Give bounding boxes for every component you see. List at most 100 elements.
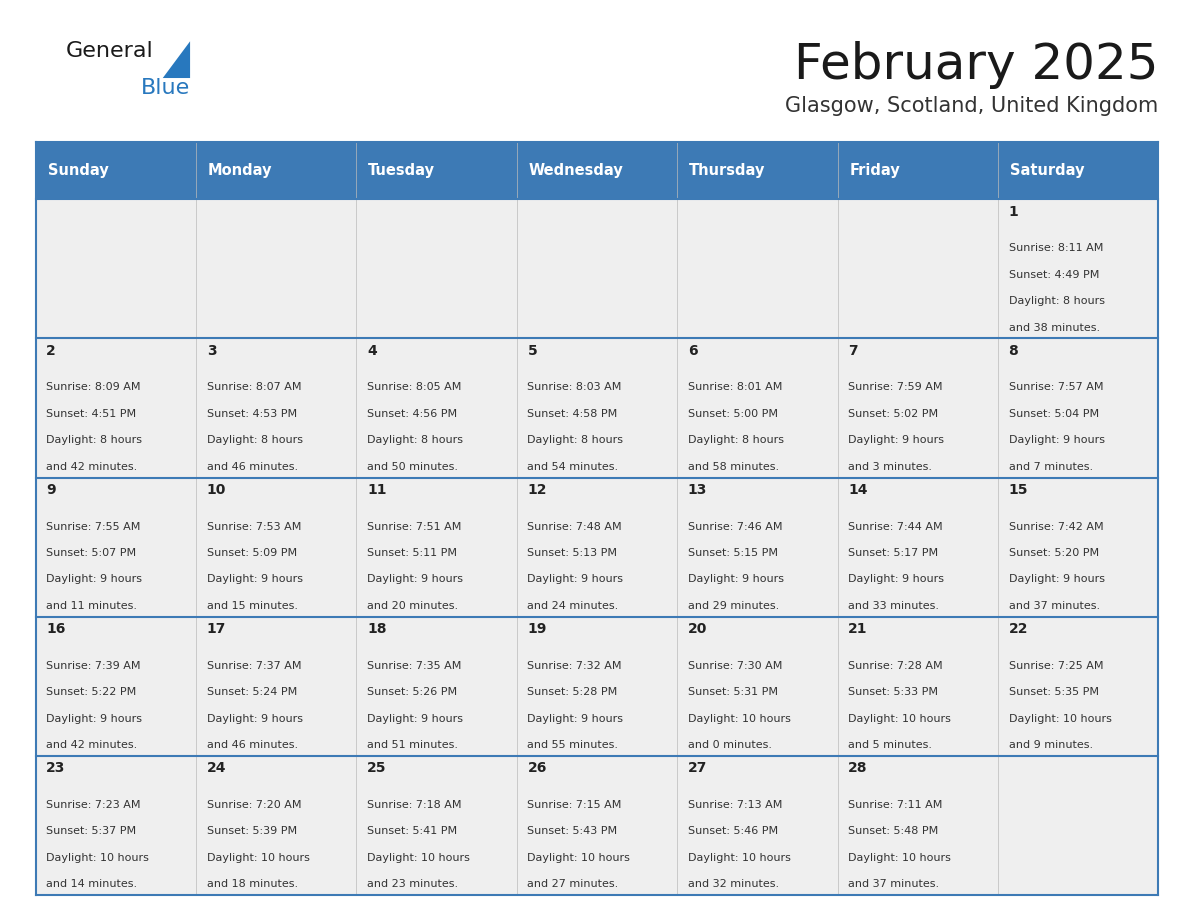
Text: Sunset: 5:22 PM: Sunset: 5:22 PM (46, 688, 137, 697)
Text: Sunrise: 7:37 AM: Sunrise: 7:37 AM (207, 661, 302, 671)
Text: 22: 22 (1009, 622, 1028, 636)
Text: February 2025: February 2025 (794, 41, 1158, 89)
Text: Sunrise: 7:11 AM: Sunrise: 7:11 AM (848, 800, 942, 810)
Text: and 9 minutes.: and 9 minutes. (1009, 740, 1093, 750)
Text: and 27 minutes.: and 27 minutes. (527, 879, 619, 890)
Text: Sunset: 4:53 PM: Sunset: 4:53 PM (207, 409, 297, 419)
Text: Sunset: 5:39 PM: Sunset: 5:39 PM (207, 826, 297, 836)
Text: Sunrise: 7:55 AM: Sunrise: 7:55 AM (46, 521, 140, 532)
Text: Daylight: 10 hours: Daylight: 10 hours (527, 853, 631, 863)
Text: Sunset: 5:43 PM: Sunset: 5:43 PM (527, 826, 618, 836)
Text: Daylight: 9 hours: Daylight: 9 hours (207, 575, 303, 585)
Text: Thursday: Thursday (689, 163, 765, 178)
Text: Sunrise: 7:51 AM: Sunrise: 7:51 AM (367, 521, 461, 532)
Text: Sunrise: 7:15 AM: Sunrise: 7:15 AM (527, 800, 621, 810)
Text: 11: 11 (367, 483, 386, 497)
Text: and 38 minutes.: and 38 minutes. (1009, 322, 1100, 332)
Text: Sunset: 5:00 PM: Sunset: 5:00 PM (688, 409, 778, 419)
Text: and 5 minutes.: and 5 minutes. (848, 740, 933, 750)
Text: 10: 10 (207, 483, 226, 497)
Text: Daylight: 9 hours: Daylight: 9 hours (46, 575, 143, 585)
Text: Sunrise: 7:30 AM: Sunrise: 7:30 AM (688, 661, 782, 671)
Text: and 20 minutes.: and 20 minutes. (367, 601, 459, 611)
Text: Sunrise: 8:11 AM: Sunrise: 8:11 AM (1009, 243, 1102, 253)
Text: Sunrise: 8:09 AM: Sunrise: 8:09 AM (46, 383, 141, 392)
Bar (36, 339, 1158, 477)
Text: Daylight: 9 hours: Daylight: 9 hours (848, 575, 944, 585)
Text: 16: 16 (46, 622, 65, 636)
Text: Sunrise: 7:18 AM: Sunrise: 7:18 AM (367, 800, 462, 810)
Text: 21: 21 (848, 622, 867, 636)
Text: Sunset: 5:41 PM: Sunset: 5:41 PM (367, 826, 457, 836)
Text: Sunrise: 7:59 AM: Sunrise: 7:59 AM (848, 383, 943, 392)
Text: 13: 13 (688, 483, 707, 497)
Text: 18: 18 (367, 622, 386, 636)
Text: 26: 26 (527, 761, 546, 776)
Text: Sunrise: 7:23 AM: Sunrise: 7:23 AM (46, 800, 141, 810)
Text: Sunrise: 7:28 AM: Sunrise: 7:28 AM (848, 661, 943, 671)
Text: Sunrise: 8:05 AM: Sunrise: 8:05 AM (367, 383, 461, 392)
Text: Sunrise: 7:35 AM: Sunrise: 7:35 AM (367, 661, 461, 671)
Text: Sunrise: 8:03 AM: Sunrise: 8:03 AM (527, 383, 621, 392)
Text: Sunrise: 7:46 AM: Sunrise: 7:46 AM (688, 521, 783, 532)
Text: Sunrise: 7:42 AM: Sunrise: 7:42 AM (1009, 521, 1104, 532)
Text: Sunset: 5:15 PM: Sunset: 5:15 PM (688, 548, 778, 558)
Text: and 14 minutes.: and 14 minutes. (46, 879, 138, 890)
Text: Sunset: 5:37 PM: Sunset: 5:37 PM (46, 826, 137, 836)
Text: and 23 minutes.: and 23 minutes. (367, 879, 459, 890)
Text: and 42 minutes.: and 42 minutes. (46, 462, 138, 472)
Text: Daylight: 8 hours: Daylight: 8 hours (367, 435, 463, 445)
Text: and 51 minutes.: and 51 minutes. (367, 740, 459, 750)
Text: 1: 1 (1009, 205, 1018, 218)
Text: Sunset: 5:24 PM: Sunset: 5:24 PM (207, 688, 297, 697)
Text: and 37 minutes.: and 37 minutes. (848, 879, 940, 890)
Text: 23: 23 (46, 761, 65, 776)
Text: and 18 minutes.: and 18 minutes. (207, 879, 298, 890)
Text: and 11 minutes.: and 11 minutes. (46, 601, 138, 611)
Text: Sunset: 5:11 PM: Sunset: 5:11 PM (367, 548, 457, 558)
Text: Sunset: 4:56 PM: Sunset: 4:56 PM (367, 409, 457, 419)
Text: Monday: Monday (208, 163, 272, 178)
Text: 17: 17 (207, 622, 226, 636)
Text: 3: 3 (207, 344, 216, 358)
Text: Daylight: 9 hours: Daylight: 9 hours (367, 713, 463, 723)
Text: Daylight: 9 hours: Daylight: 9 hours (527, 713, 624, 723)
Text: Glasgow, Scotland, United Kingdom: Glasgow, Scotland, United Kingdom (785, 96, 1158, 117)
Text: Daylight: 10 hours: Daylight: 10 hours (207, 853, 310, 863)
Text: Sunset: 5:48 PM: Sunset: 5:48 PM (848, 826, 939, 836)
Text: Daylight: 9 hours: Daylight: 9 hours (1009, 435, 1105, 445)
Text: Daylight: 8 hours: Daylight: 8 hours (207, 435, 303, 445)
Text: and 3 minutes.: and 3 minutes. (848, 462, 933, 472)
Text: General: General (65, 41, 153, 62)
Text: Sunset: 5:46 PM: Sunset: 5:46 PM (688, 826, 778, 836)
Text: Sunrise: 7:20 AM: Sunrise: 7:20 AM (207, 800, 302, 810)
Text: 27: 27 (688, 761, 707, 776)
Text: Sunset: 5:26 PM: Sunset: 5:26 PM (367, 688, 457, 697)
Text: Daylight: 9 hours: Daylight: 9 hours (1009, 575, 1105, 585)
Text: Daylight: 10 hours: Daylight: 10 hours (848, 853, 952, 863)
Text: and 15 minutes.: and 15 minutes. (207, 601, 298, 611)
Text: Daylight: 9 hours: Daylight: 9 hours (46, 713, 143, 723)
Text: 25: 25 (367, 761, 386, 776)
Text: Daylight: 8 hours: Daylight: 8 hours (1009, 297, 1105, 307)
Text: Daylight: 8 hours: Daylight: 8 hours (46, 435, 143, 445)
Text: and 37 minutes.: and 37 minutes. (1009, 601, 1100, 611)
Text: Sunrise: 8:07 AM: Sunrise: 8:07 AM (207, 383, 302, 392)
Text: 4: 4 (367, 344, 377, 358)
Text: and 33 minutes.: and 33 minutes. (848, 601, 940, 611)
Text: Daylight: 9 hours: Daylight: 9 hours (367, 575, 463, 585)
Text: Sunset: 4:58 PM: Sunset: 4:58 PM (527, 409, 618, 419)
Text: Daylight: 10 hours: Daylight: 10 hours (1009, 713, 1112, 723)
Text: Daylight: 9 hours: Daylight: 9 hours (207, 713, 303, 723)
Text: Saturday: Saturday (1010, 163, 1085, 178)
Text: Sunset: 5:07 PM: Sunset: 5:07 PM (46, 548, 137, 558)
Text: 15: 15 (1009, 483, 1028, 497)
Text: Sunset: 4:49 PM: Sunset: 4:49 PM (1009, 270, 1099, 280)
Text: Sunrise: 7:44 AM: Sunrise: 7:44 AM (848, 521, 943, 532)
Bar (36, 477, 1158, 617)
Text: and 24 minutes.: and 24 minutes. (527, 601, 619, 611)
Text: Sunset: 5:09 PM: Sunset: 5:09 PM (207, 548, 297, 558)
Text: and 42 minutes.: and 42 minutes. (46, 740, 138, 750)
Text: Sunset: 5:04 PM: Sunset: 5:04 PM (1009, 409, 1099, 419)
Text: and 46 minutes.: and 46 minutes. (207, 740, 298, 750)
